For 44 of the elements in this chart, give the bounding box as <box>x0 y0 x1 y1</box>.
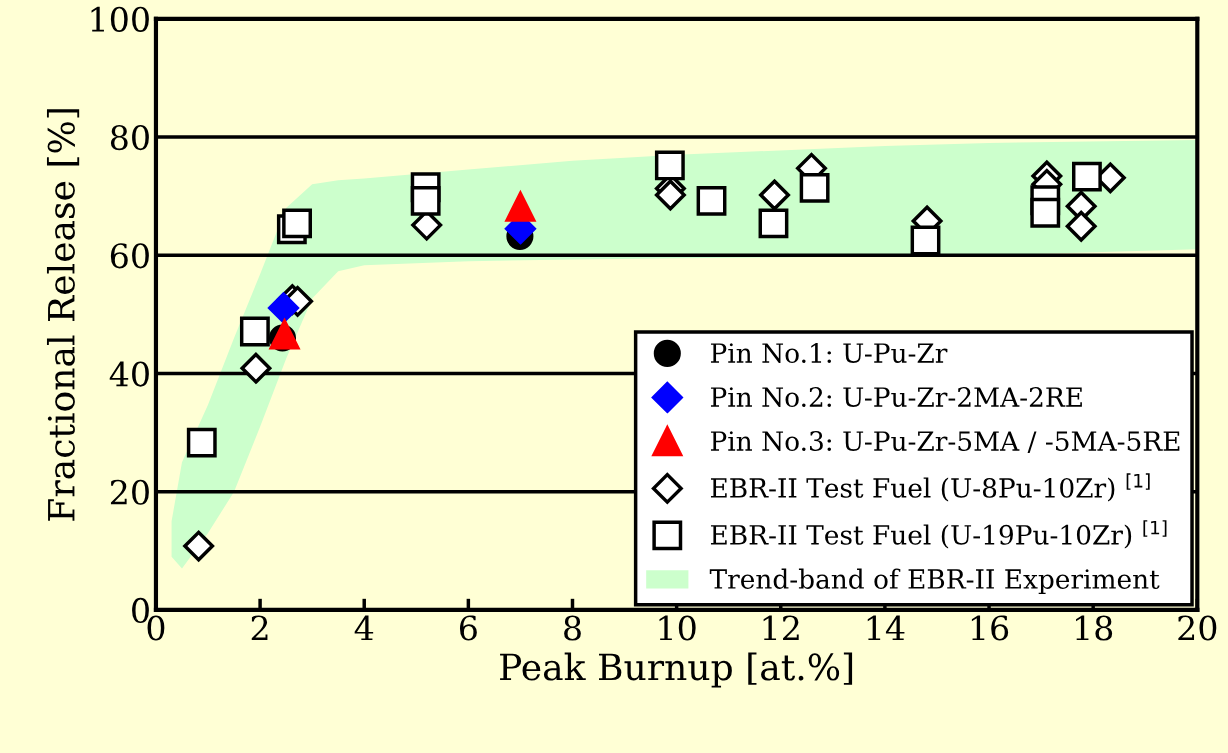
x-tick-label: 18 <box>1076 615 1113 641</box>
x-tick-label: 4 <box>354 615 374 641</box>
x-tick-label: 8 <box>564 615 581 641</box>
x-tick-label: 6 <box>459 615 477 641</box>
x-tick-label: 12 <box>763 615 799 641</box>
point <box>1071 161 1102 192</box>
y-tick-label: 20 <box>110 479 149 505</box>
point <box>799 172 830 203</box>
legend-label: EBR-II Test Fuel (U-19Pu-10Zr) $^{[1]}$ <box>710 520 1167 549</box>
y-tick-label: 60 <box>110 243 149 269</box>
x-tick-label: 20 <box>1178 615 1217 641</box>
legend-label: Pin No.3: U-Pu-Zr-5MA / -5MA-5RE <box>710 431 1180 454</box>
legend-label: EBR-II Test Fuel (U-8Pu-10Zr) $^{[1]}$ <box>710 473 1150 502</box>
point <box>759 179 790 211</box>
legend-label: Pin No.1: U-Pu-Zr <box>710 343 948 363</box>
point <box>240 352 272 384</box>
point <box>239 316 270 347</box>
point <box>1030 197 1061 228</box>
x-tick-label: 14 <box>867 615 905 641</box>
point <box>654 150 685 181</box>
point <box>910 225 941 256</box>
legend-label: Trend-band of EBR-II Experiment <box>709 568 1160 595</box>
point <box>186 427 217 458</box>
x-tick-label: 2 <box>251 615 268 641</box>
x-axis-title: Peak Burnup [at.%] <box>500 652 853 688</box>
point <box>183 530 215 562</box>
point <box>758 208 789 239</box>
point <box>268 292 300 324</box>
point <box>654 179 686 211</box>
point <box>268 317 301 350</box>
x-tick-label: 16 <box>971 615 1009 641</box>
y-tick-label: 100 <box>91 6 149 32</box>
x-tick-label: 0 <box>147 615 165 641</box>
y-tick-label: 0 <box>132 597 149 624</box>
point <box>504 189 537 222</box>
y-tick-label: 40 <box>109 361 149 387</box>
point <box>696 185 727 216</box>
point <box>282 208 312 239</box>
point <box>410 185 441 216</box>
legend-label: Pin No.2: U-Pu-Zr-2MA-2RE <box>710 387 1082 408</box>
y-axis-title: Fractional Release [%] <box>46 109 80 521</box>
x-tick-label: 10 <box>659 615 696 641</box>
y-tick-label: 80 <box>110 124 149 151</box>
point <box>1065 210 1097 242</box>
